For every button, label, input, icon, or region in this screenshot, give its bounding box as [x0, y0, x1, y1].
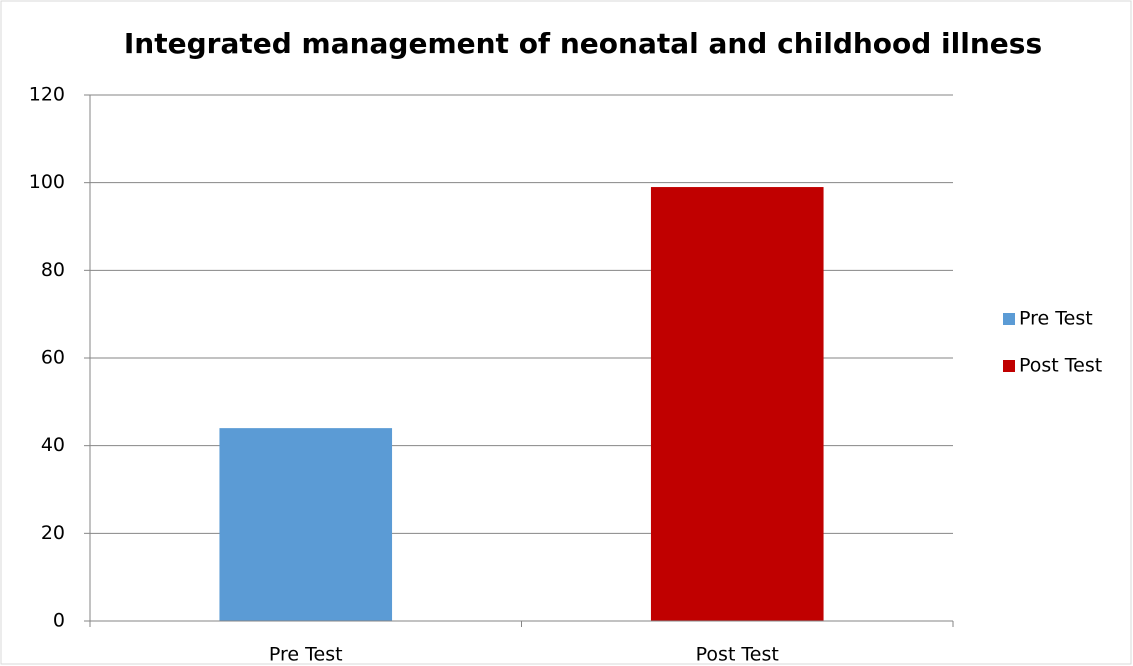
y-tick-label: 60 [41, 347, 65, 369]
y-tick-label: 80 [41, 259, 65, 281]
bar [219, 428, 393, 621]
y-tick-label: 100 [29, 171, 65, 193]
legend-label: Post Test [1019, 355, 1102, 377]
y-tick-label: 0 [53, 610, 65, 632]
x-tick-label: Post Test [696, 644, 779, 666]
y-tick-label: 120 [29, 84, 65, 106]
chart-title: Integrated management of neonatal and ch… [124, 27, 1042, 60]
legend-swatch [1003, 313, 1015, 325]
legend-swatch [1003, 360, 1015, 372]
legend-label: Pre Test [1019, 308, 1093, 330]
y-tick-label: 40 [41, 434, 65, 456]
x-tick-label: Pre Test [269, 644, 343, 666]
y-tick-label: 20 [41, 522, 65, 544]
bar [650, 187, 824, 622]
